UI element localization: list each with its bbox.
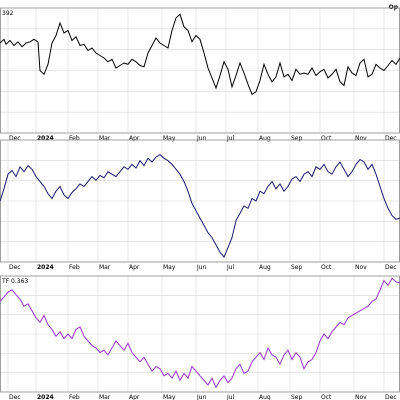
x-tick-label: Sep	[291, 135, 303, 142]
panel-label: 392	[2, 10, 14, 17]
x-tick-label: Dec	[9, 264, 21, 271]
x-tick-label: Nov	[355, 135, 367, 142]
x-tick-label: Dec	[9, 135, 21, 142]
x-tick-label: Jun	[196, 394, 207, 400]
x-tick-label: Oct	[321, 135, 332, 142]
series-line-1	[0, 13, 400, 96]
x-tick-label: Jun	[196, 135, 207, 142]
x-tick-label: May	[163, 394, 176, 400]
series-line-1	[0, 153, 400, 259]
x-tick-label: Oct	[321, 264, 332, 271]
x-tick-label: Mar	[99, 264, 111, 271]
x-tick-label: Mar	[99, 394, 111, 400]
x-tick-label: Dec	[385, 394, 397, 400]
x-tick-label: Sep	[291, 394, 303, 400]
x-tick-label: Aug	[259, 394, 271, 400]
x-tick-label: Sep	[291, 264, 303, 271]
x-tick-label: Dec	[9, 394, 21, 400]
x-tick-label: Jun	[196, 264, 207, 271]
x-tick-label: Feb	[69, 264, 80, 271]
x-tick-label: Feb	[69, 394, 80, 400]
x-tick-label: Jul	[226, 135, 235, 142]
x-tick-label: Nov	[355, 394, 367, 400]
x-tick-label: May	[163, 135, 176, 142]
panel-1: 392 Dec 2024 Feb Mar Apr May Jun Jul Aug Sep Oct Nov…	[0, 7, 400, 142]
x-tick-label: Dec	[385, 264, 397, 271]
x-tick-label: Jul	[226, 264, 235, 271]
x-tick-label: Jul	[226, 394, 235, 400]
x-tick-label: 2024	[37, 394, 54, 400]
panel-2: Dec 2024 Feb Mar Apr May Jun Jul Aug Sep Oct Nov Dec	[0, 139, 400, 271]
x-tick-label: May	[163, 264, 176, 271]
x-tick-label: Feb	[69, 135, 80, 142]
x-tick-label: Apr	[129, 135, 140, 142]
x-tick-label: Apr	[129, 394, 140, 400]
x-tick-label: Oct	[321, 394, 332, 400]
x-tick-label: Aug	[259, 264, 271, 271]
x-tick-label: Mar	[99, 135, 111, 142]
panel-label: TF 0.363	[1, 278, 28, 285]
series-line-1	[0, 277, 400, 389]
x-tick-label: 2024	[37, 264, 54, 271]
x-tick-label: Apr	[129, 264, 140, 271]
x-tick-label: Aug	[259, 135, 271, 142]
x-tick-label: Dec	[385, 135, 397, 142]
x-tick-label: 2024	[37, 135, 54, 142]
corner-label: Op	[389, 4, 399, 11]
x-tick-label: Nov	[355, 264, 367, 271]
